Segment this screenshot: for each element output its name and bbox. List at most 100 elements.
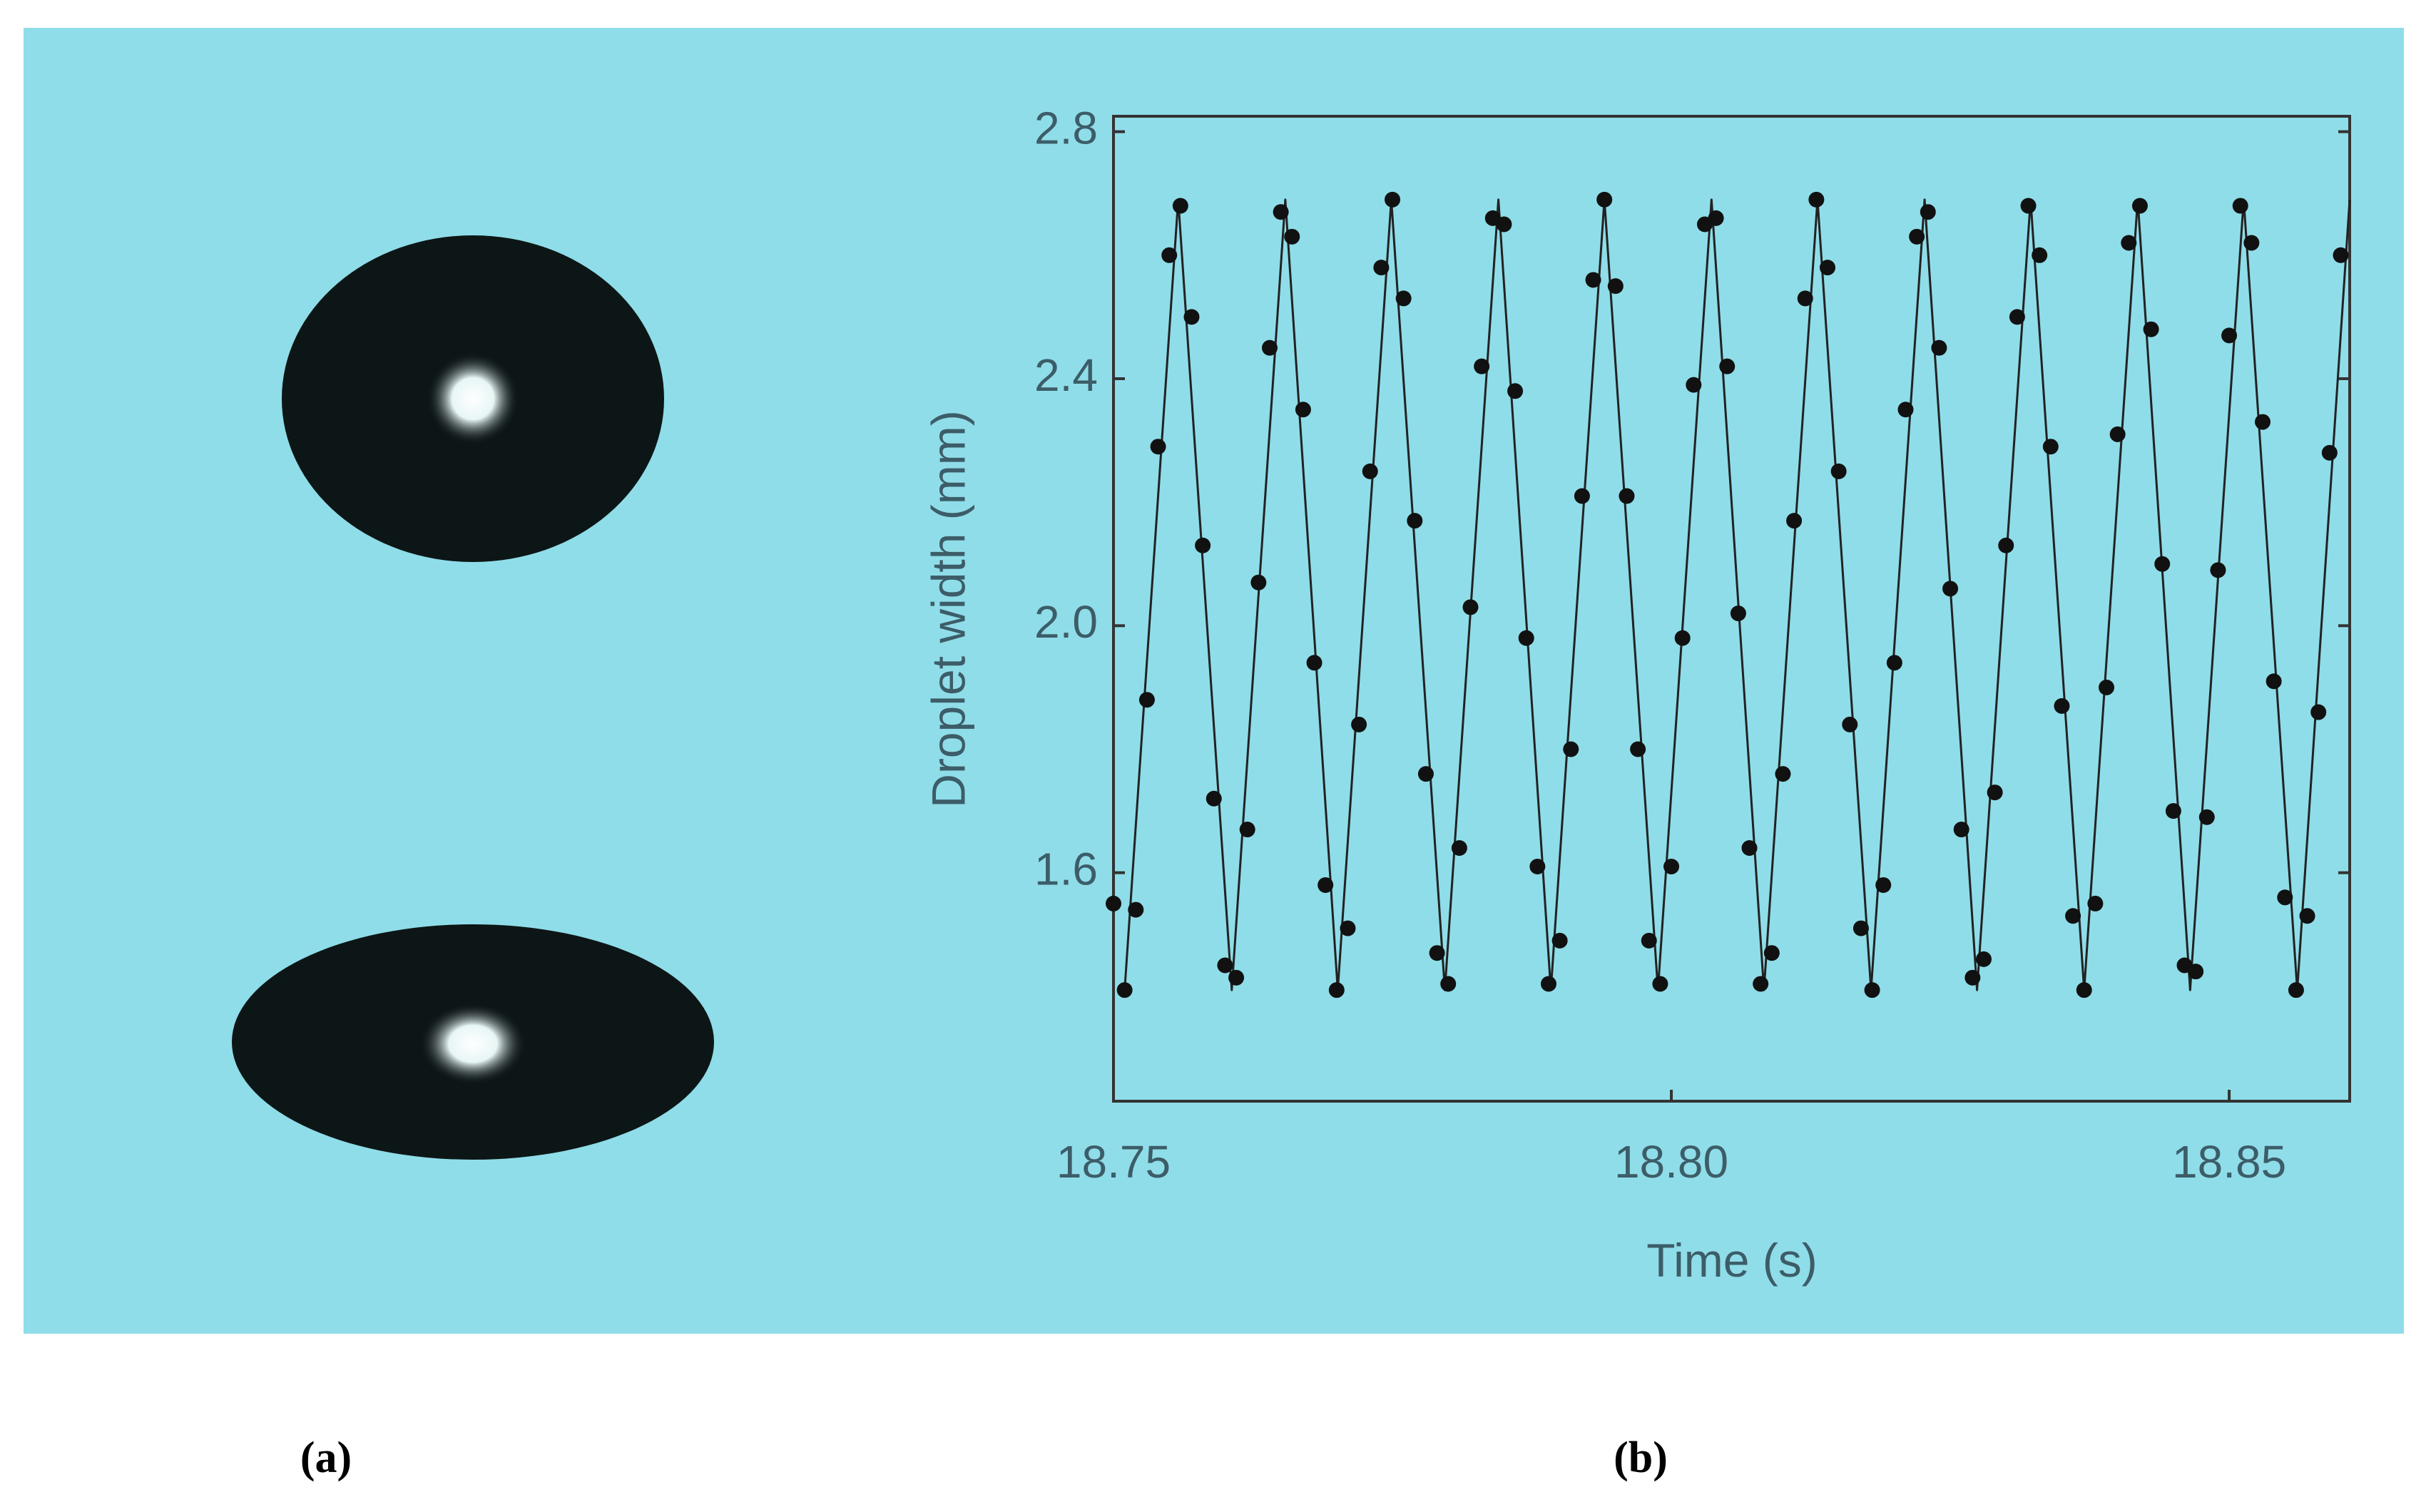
data-point xyxy=(1897,402,1914,418)
y-axis-label: Droplet width (mm) xyxy=(922,410,974,807)
data-point xyxy=(2087,895,2104,911)
data-point xyxy=(1385,191,1401,208)
droplet-images xyxy=(232,235,714,1160)
data-point xyxy=(1217,957,1233,974)
data-point xyxy=(1195,537,1211,553)
data-point xyxy=(1763,945,1780,961)
data-point xyxy=(2076,982,2092,998)
data-point xyxy=(2009,309,2025,325)
data-point xyxy=(1596,191,1613,208)
data-point xyxy=(1540,976,1556,992)
droplet-highlight xyxy=(419,1003,526,1085)
data-point xyxy=(2154,556,2171,572)
data-point xyxy=(1429,945,1445,961)
data-point xyxy=(1797,290,1813,307)
data-point xyxy=(2109,426,2126,442)
x-axis-label: Time (s) xyxy=(1646,1234,1818,1287)
data-point xyxy=(1987,785,2003,801)
data-point xyxy=(1451,840,1467,857)
data-point xyxy=(2299,908,2315,924)
data-point xyxy=(1206,790,1222,807)
data-point xyxy=(1362,463,1378,479)
data-point xyxy=(1496,216,1512,233)
data-point xyxy=(1886,655,1902,671)
x-tick-label: 18.85 xyxy=(2172,1136,2286,1187)
data-point xyxy=(2288,982,2304,998)
data-point xyxy=(1607,278,1624,295)
data-point xyxy=(1830,463,1847,479)
panel-label: (a) xyxy=(300,1434,352,1482)
data-point xyxy=(1407,513,1423,529)
data-point xyxy=(1786,513,1803,529)
data-point xyxy=(1161,247,1178,263)
data-point xyxy=(1417,766,1434,782)
data-point xyxy=(1116,982,1133,998)
data-point xyxy=(1998,537,2014,553)
data-point xyxy=(1318,877,1334,893)
data-point xyxy=(1295,402,1311,418)
x-tick-label: 18.80 xyxy=(1614,1136,1728,1187)
data-point xyxy=(1328,982,1345,998)
data-point xyxy=(1507,383,1524,399)
data-point xyxy=(1719,358,1736,374)
data-point xyxy=(1730,605,1746,621)
data-point xyxy=(2232,198,2248,214)
data-point xyxy=(1373,260,1390,276)
data-point xyxy=(1808,191,1825,208)
data-point xyxy=(2131,198,2148,214)
data-point xyxy=(2255,414,2271,430)
data-point xyxy=(1630,741,1646,757)
x-tick-label: 18.75 xyxy=(1056,1136,1171,1187)
data-point xyxy=(2243,235,2260,251)
data-point xyxy=(1663,858,1680,874)
y-tick-label: 1.6 xyxy=(1034,844,1098,895)
data-point xyxy=(1462,599,1479,615)
data-point xyxy=(1172,198,1188,214)
data-point xyxy=(1942,581,1959,597)
data-point xyxy=(1106,895,1121,911)
data-point xyxy=(1909,228,1925,245)
data-point xyxy=(2266,673,2282,690)
data-point xyxy=(2277,889,2293,906)
data-point xyxy=(2042,439,2059,455)
data-point xyxy=(1563,741,1579,757)
data-point xyxy=(1852,920,1869,936)
data-point xyxy=(1931,339,1947,356)
data-point xyxy=(1228,969,1245,986)
y-tick-label: 2.0 xyxy=(1034,596,1098,648)
data-point xyxy=(1250,574,1267,591)
data-point xyxy=(1284,228,1300,245)
plot-frame xyxy=(1112,115,2351,1103)
data-point xyxy=(1741,840,1758,857)
data-point xyxy=(1864,982,1880,998)
data-point xyxy=(1585,272,1601,288)
data-point xyxy=(2121,235,2137,251)
data-point xyxy=(1674,630,1691,646)
data-point xyxy=(1953,822,1969,838)
data-point xyxy=(1753,976,1769,992)
data-point xyxy=(2321,444,2338,461)
data-point xyxy=(1652,976,1668,992)
data-point xyxy=(1183,309,1200,325)
data-point xyxy=(1261,339,1278,356)
data-point xyxy=(1440,976,1457,992)
data-point xyxy=(1529,858,1546,874)
data-point xyxy=(2310,704,2327,720)
data-point xyxy=(1775,766,1791,782)
data-point xyxy=(2333,247,2349,263)
data-point xyxy=(1474,358,1490,374)
panel-label: (b) xyxy=(1614,1434,1668,1482)
data-point xyxy=(2165,803,2181,819)
data-point xyxy=(1975,951,1992,967)
data-point xyxy=(2065,908,2081,924)
data-point xyxy=(1641,932,1657,949)
data-point xyxy=(1619,488,1635,504)
data-point xyxy=(1351,716,1367,732)
data-point xyxy=(1239,822,1255,838)
data-point xyxy=(1306,655,1322,671)
data-point xyxy=(2032,247,2048,263)
data-point xyxy=(1518,630,1534,646)
data-point xyxy=(1842,716,1858,732)
data-point xyxy=(1138,692,1155,708)
